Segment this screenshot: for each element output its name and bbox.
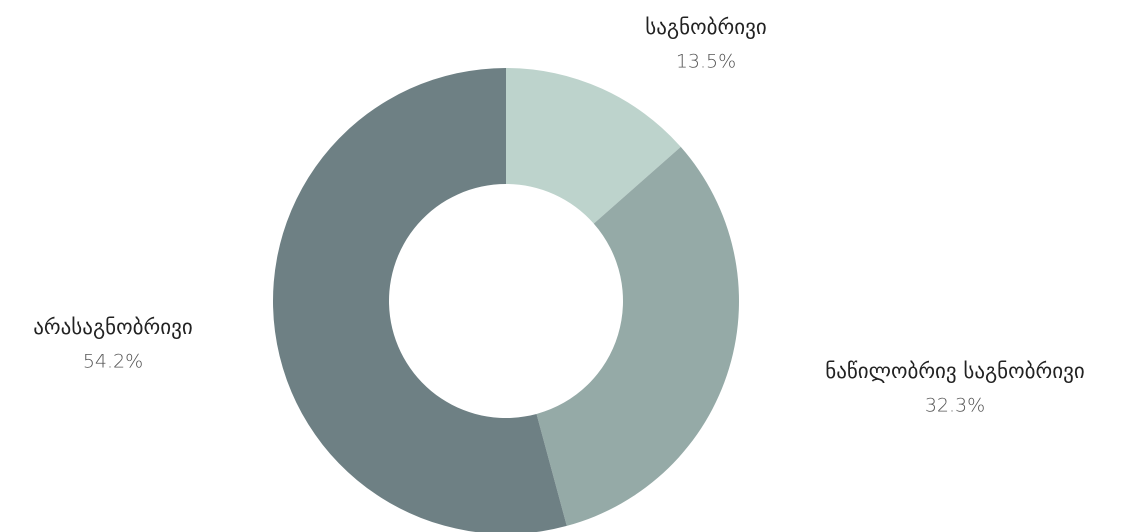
slice-label: საგნობრივი xyxy=(645,15,766,39)
donut-slice xyxy=(536,146,739,526)
donut-slice xyxy=(506,68,681,224)
slice-value-label: 54.2% xyxy=(83,351,143,373)
slice-value-label: 13.5% xyxy=(676,51,736,73)
slice-label: არასაგნობრივი xyxy=(33,315,192,339)
slice-label: ნაწილობრივ საგნობრივი xyxy=(825,359,1085,383)
donut-slice xyxy=(273,68,567,532)
slice-value-label: 32.3% xyxy=(925,395,985,417)
